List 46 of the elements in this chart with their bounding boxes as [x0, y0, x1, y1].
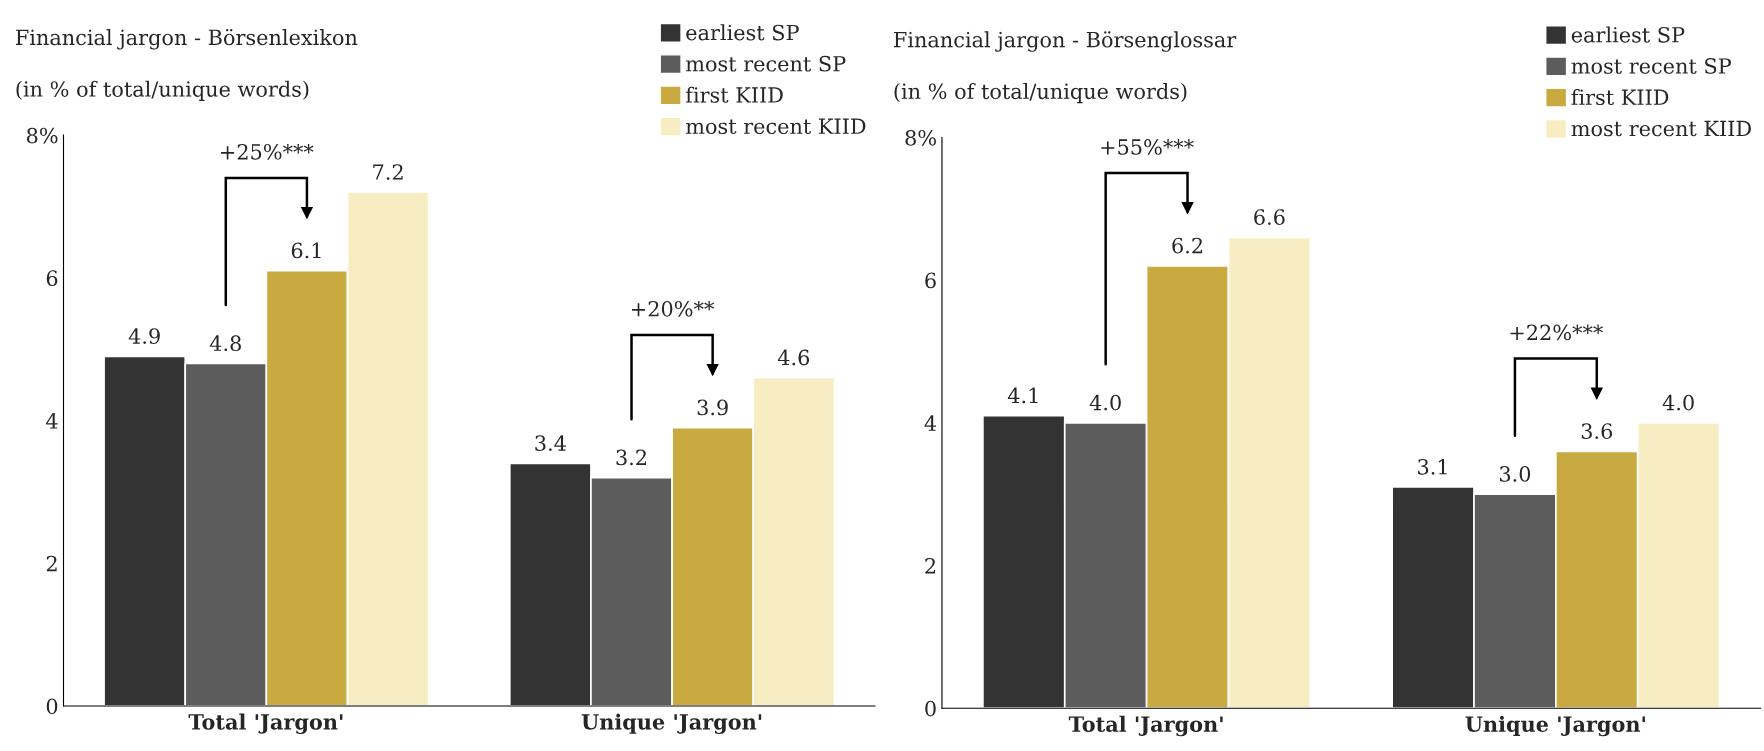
y-tick-label: 0 — [925, 700, 936, 717]
chart-title: Financial jargon - Börsenlexikon — [15, 28, 358, 50]
legend-label: most recent SP — [1571, 58, 1731, 74]
data-label: 4.9 — [128, 328, 160, 344]
y-tick-label: 2 — [46, 555, 57, 572]
y-tick-label: 8% — [905, 129, 936, 146]
data-label: 3.9 — [697, 399, 728, 416]
chart-subtitle: (in % of total/unique words) — [16, 80, 309, 101]
chart-subtitle: (in % of total/unique words) — [894, 83, 1187, 104]
y-tick-label: 4 — [924, 415, 937, 431]
data-label: 3.6 — [1581, 423, 1613, 439]
legend-label: earliest SP — [1571, 26, 1685, 43]
y-tick-label: 8% — [26, 127, 58, 144]
annotation: +55%*** — [1101, 139, 1194, 155]
x-tick-label: Unique 'Jargon' — [1465, 715, 1645, 737]
data-label: 4.1 — [1007, 387, 1038, 404]
chart-title: Financial jargon - Börsenglossar — [894, 31, 1237, 52]
x-tick-label: Unique 'Jargon' — [581, 713, 762, 735]
legend-label: first KIID — [685, 86, 783, 103]
legend-label: first KIID — [1571, 88, 1669, 106]
data-label: 4.0 — [1662, 394, 1694, 411]
data-label: 6.1 — [291, 242, 321, 259]
x-tick-label: Total 'Jargon' — [1068, 715, 1223, 737]
data-label: 4.8 — [209, 335, 241, 352]
data-label: 6.2 — [1172, 237, 1203, 254]
data-label: 7.2 — [373, 164, 403, 180]
y-tick-label: 6 — [46, 270, 58, 287]
y-tick-label: 6 — [925, 272, 936, 289]
y-tick-label: 0 — [46, 698, 58, 715]
legend-label: most recent KIID — [1571, 120, 1751, 137]
data-label: 3.4 — [535, 435, 566, 451]
legend-label: most recent KIID — [685, 118, 866, 135]
data-label: 4.0 — [1089, 394, 1121, 411]
y-tick-label: 4 — [46, 413, 58, 429]
data-label: 3.0 — [1499, 466, 1531, 482]
annotation: +25%*** — [221, 143, 314, 160]
y-tick-label: 2 — [925, 557, 936, 574]
annotation: +22%*** — [1510, 324, 1604, 341]
data-label: 3.2 — [616, 449, 647, 466]
legend-label: earliest SP — [686, 24, 799, 41]
legend-label: most recent SP — [685, 55, 846, 72]
data-label: 6.6 — [1254, 209, 1285, 225]
annotation: +20%** — [631, 300, 715, 317]
data-label: 3.1 — [1418, 458, 1447, 475]
data-label: 4.6 — [777, 349, 810, 366]
x-tick-label: Total 'Jargon' — [188, 713, 343, 735]
